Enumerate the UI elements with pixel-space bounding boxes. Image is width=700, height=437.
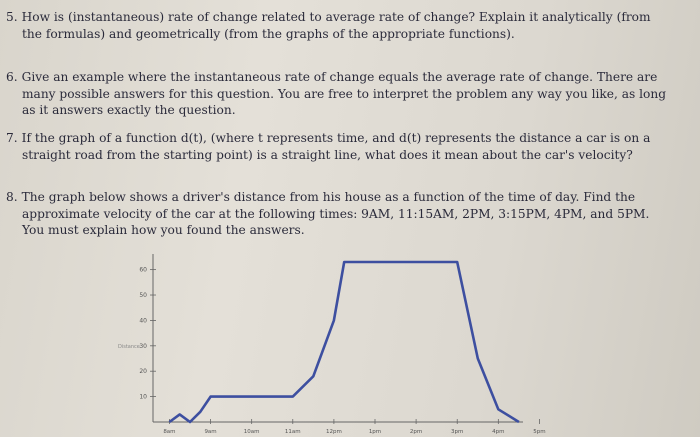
x-tick-label: 10am (244, 429, 260, 435)
y-tick-label: 20 (139, 368, 147, 375)
y-tick-label: 10 (139, 394, 147, 401)
x-tick-label: 3pm (451, 429, 463, 435)
question-number: 6. (6, 70, 18, 84)
x-tick-label: 5pm (533, 429, 545, 435)
question-text: Give an example where the instantaneous … (21, 70, 667, 117)
y-tick-label: 30 (139, 343, 147, 350)
x-ticks: 8am 9am 10am 11am 12pm 1pm 2pm 3pm 4pm 5pm (163, 419, 546, 435)
question-text: How is (instantaneous) rate of change re… (21, 10, 651, 41)
question-8: 8. The graph below shows a driver's dista… (6, 189, 671, 239)
question-6: 6. Give an example where the instantaneou… (6, 69, 671, 119)
y-tick-label: 40 (139, 317, 147, 324)
x-tick-label: 4pm (492, 429, 504, 435)
x-tick-label: 8am (163, 429, 175, 435)
graph-axes (152, 254, 523, 423)
question-text: If the graph of a function d(t), (where … (21, 131, 651, 162)
y-tick-label: 60 (139, 267, 147, 274)
question-number: 5. (6, 10, 18, 24)
question-7: 7. If the graph of a function d(t), (wher… (6, 130, 671, 163)
x-tick-label: 1pm (369, 429, 381, 435)
y-tick-label: 50 (139, 292, 147, 299)
x-tick-label: 12pm (326, 429, 342, 435)
question-number: 8. (6, 190, 18, 204)
question-text: The graph below shows a driver's distanc… (21, 190, 650, 237)
series-line (168, 260, 520, 424)
y-axis-label: Distance (118, 344, 140, 350)
data-series (168, 260, 520, 424)
x-tick-label: 11am (285, 429, 301, 435)
x-tick-label: 2pm (410, 429, 422, 435)
distance-time-graph: 10 20 30 40 50 60 8am 9am 10am 11am 12pm 1pm 2pm 3pm… (118, 254, 546, 435)
x-tick-label: 9am (204, 429, 216, 435)
y-ticks: 10 20 30 40 50 60 (139, 267, 156, 401)
question-number: 7. (6, 131, 18, 145)
question-5: 5. How is (instantaneous) rate of change … (6, 9, 671, 42)
